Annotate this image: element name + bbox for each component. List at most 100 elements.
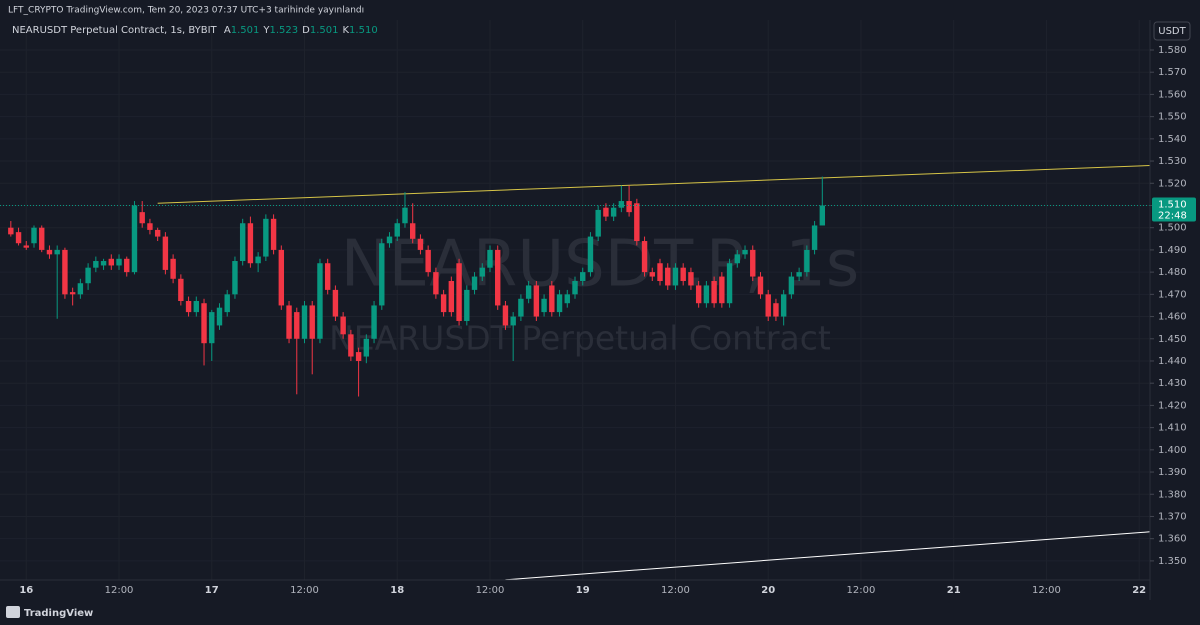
y-tick-label: 1.400 xyxy=(1158,445,1187,456)
candle-body xyxy=(116,258,122,266)
candle-body xyxy=(695,285,702,304)
candle-body xyxy=(788,276,795,295)
logo-icon xyxy=(6,606,20,618)
axes: 1.350 1.360 1.370 1.380 1.390 1.400 1.410 1.420… xyxy=(19,45,1196,596)
candle-body xyxy=(8,227,14,235)
y-tick-label: 1.560 xyxy=(1158,89,1187,100)
symbol: NEARUSDT Perpetual Contract, 1s, BYBIT xyxy=(12,25,218,36)
footer-logo[interactable]: TradingView xyxy=(24,608,93,619)
x-tick-label: 12:00 xyxy=(476,585,505,596)
candle-body xyxy=(85,267,91,284)
candle-body xyxy=(23,245,29,248)
legend-value: 1.501 xyxy=(231,25,260,36)
candle-body xyxy=(93,261,99,268)
candle-body xyxy=(440,294,447,313)
y-tick-label: 1.360 xyxy=(1158,534,1187,545)
candle-body xyxy=(549,285,555,313)
candle-body xyxy=(518,298,524,317)
candle-body xyxy=(15,232,22,244)
candle-body xyxy=(533,285,540,317)
watermark-subtitle: NEARUSDT Perpetual Contract xyxy=(329,319,831,358)
candle-body xyxy=(147,223,153,230)
candle-body xyxy=(301,305,308,339)
candle-body xyxy=(618,201,625,208)
candle-body xyxy=(564,294,570,304)
candle-body xyxy=(39,227,45,250)
candle-body xyxy=(239,223,246,262)
candle-body xyxy=(750,249,756,277)
candle-body xyxy=(603,207,609,217)
x-tick-label: 21 xyxy=(947,585,961,596)
y-tick-label: 1.550 xyxy=(1158,112,1187,123)
candle-body xyxy=(247,223,254,264)
x-tick-label: 20 xyxy=(761,585,775,596)
trend-line xyxy=(157,164,1151,204)
y-tick-label: 1.500 xyxy=(1158,223,1187,234)
candle-body xyxy=(139,212,145,224)
candle-body xyxy=(495,249,501,306)
x-tick-label: 17 xyxy=(205,585,219,596)
candle-body xyxy=(719,276,725,304)
symbol-legend: NEARUSDT Perpetual Contract, 1s, BYBIT A1… xyxy=(12,25,378,36)
x-tick-label: 12:00 xyxy=(105,585,134,596)
candle-body xyxy=(556,294,563,313)
candle-body xyxy=(224,294,230,313)
y-tick-label: 1.440 xyxy=(1158,356,1187,367)
candle-body xyxy=(510,316,516,326)
candle-body xyxy=(317,263,323,339)
candle-body xyxy=(409,223,416,239)
legend-value: 1.510 xyxy=(349,25,378,36)
candle-body xyxy=(77,283,84,295)
candle-body xyxy=(348,334,354,357)
candle-body xyxy=(610,207,617,217)
candle-body xyxy=(680,267,686,282)
candle-body xyxy=(448,281,455,313)
candle-body xyxy=(734,254,741,264)
candle-body xyxy=(402,207,408,224)
legend-value: 1.523 xyxy=(270,25,299,36)
candle-body xyxy=(201,303,207,344)
legend-key: K xyxy=(342,25,349,36)
x-tick-label: 19 xyxy=(576,585,590,596)
candle-body xyxy=(209,312,215,344)
legend-key: D xyxy=(302,25,310,36)
candle-body xyxy=(711,281,717,304)
candle-body xyxy=(232,261,238,295)
candle-body xyxy=(31,227,37,244)
y-tick-label: 1.430 xyxy=(1158,378,1187,389)
candle-body xyxy=(379,243,385,306)
y-tick-label: 1.520 xyxy=(1158,178,1187,189)
y-tick-label: 1.370 xyxy=(1158,511,1187,522)
candle-body xyxy=(309,305,315,339)
candle-body xyxy=(479,267,485,277)
candle-body xyxy=(688,272,694,286)
candle-body xyxy=(587,236,594,273)
candle-body xyxy=(765,294,771,317)
currency-button[interactable] xyxy=(1153,21,1191,41)
y-tick-label: 1.350 xyxy=(1158,556,1187,567)
candle-body xyxy=(580,272,586,282)
candle-body xyxy=(773,303,779,317)
candle-body xyxy=(464,289,470,321)
candle-body xyxy=(703,285,710,304)
candle-body xyxy=(425,249,431,273)
candle-body xyxy=(394,223,400,237)
candle-body xyxy=(371,305,377,339)
candle-body xyxy=(124,258,130,273)
candle-body xyxy=(286,305,292,339)
candle-body xyxy=(278,249,285,306)
y-tick-label: 1.380 xyxy=(1158,489,1187,500)
plot xyxy=(0,164,1151,581)
y-tick-label: 1.460 xyxy=(1158,312,1187,323)
candle-body xyxy=(340,316,346,335)
x-tick-label: 18 xyxy=(390,585,404,596)
candle-body xyxy=(726,263,733,304)
y-tick-label: 1.390 xyxy=(1158,467,1187,478)
candle-body xyxy=(178,278,184,301)
currency[interactable]: USDT xyxy=(1158,26,1186,37)
legend-key: A xyxy=(224,25,231,36)
x-tick-label: 12:00 xyxy=(847,585,876,596)
y-tick-label: 1.570 xyxy=(1158,67,1187,78)
